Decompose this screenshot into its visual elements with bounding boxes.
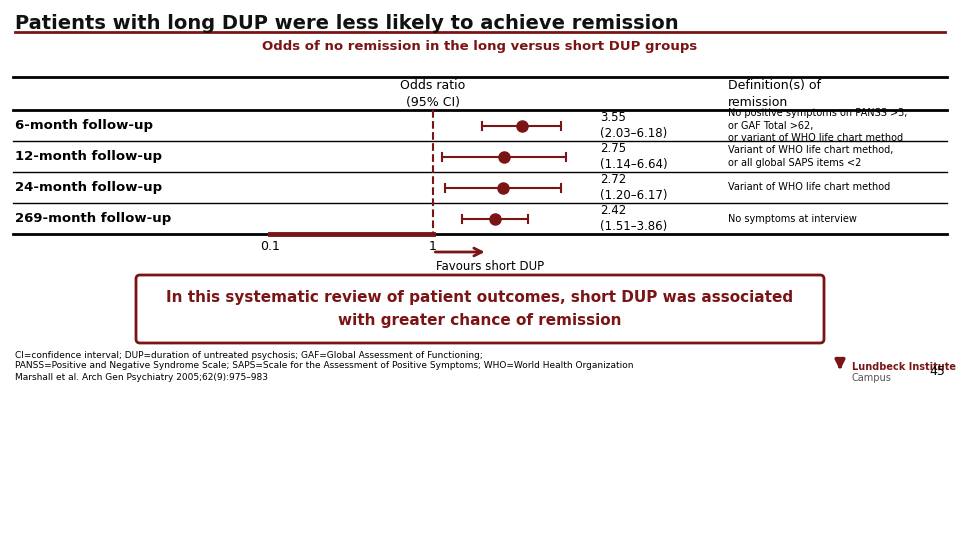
Text: Favours short DUP: Favours short DUP: [436, 260, 543, 273]
Text: 45: 45: [929, 365, 945, 378]
Text: No symptoms at interview: No symptoms at interview: [728, 213, 857, 224]
Text: 2.75
(1.14–6.64): 2.75 (1.14–6.64): [600, 142, 667, 171]
Text: 1: 1: [428, 240, 437, 253]
Text: 2.42
(1.51–3.86): 2.42 (1.51–3.86): [600, 204, 667, 233]
Text: CI=confidence interval; DUP=duration of untreated psychosis; GAF=Global Assessme: CI=confidence interval; DUP=duration of …: [15, 351, 483, 360]
Text: In this systematic review of patient outcomes, short DUP was associated
with gre: In this systematic review of patient out…: [166, 291, 794, 328]
Text: 3.55
(2.03–6.18): 3.55 (2.03–6.18): [600, 111, 667, 140]
Text: 2.72
(1.20–6.17): 2.72 (1.20–6.17): [600, 173, 667, 202]
Text: Definition(s) of
remission: Definition(s) of remission: [728, 79, 821, 109]
Text: 0.1: 0.1: [260, 240, 280, 253]
Text: Variant of WHO life chart method,
or all global SAPS items <2: Variant of WHO life chart method, or all…: [728, 145, 894, 168]
Text: Marshall et al. Arch Gen Psychiatry 2005;62(9):975–983: Marshall et al. Arch Gen Psychiatry 2005…: [15, 373, 268, 382]
Text: Campus: Campus: [852, 373, 892, 383]
Text: Lundbeck Institute: Lundbeck Institute: [852, 362, 956, 372]
Text: Variant of WHO life chart method: Variant of WHO life chart method: [728, 183, 890, 192]
Text: 24-month follow-up: 24-month follow-up: [15, 181, 162, 194]
Text: No positive symptoms on PANSS >3,
or GAF Total >62,
or variant of WHO life chart: No positive symptoms on PANSS >3, or GAF…: [728, 108, 907, 143]
Text: PANSS=Positive and Negative Syndrome Scale; SAPS=Scale for the Assessment of Pos: PANSS=Positive and Negative Syndrome Sca…: [15, 361, 634, 370]
FancyBboxPatch shape: [136, 275, 824, 343]
Text: 6-month follow-up: 6-month follow-up: [15, 119, 153, 132]
Text: 12-month follow-up: 12-month follow-up: [15, 150, 162, 163]
Text: Odds ratio
(95% CI): Odds ratio (95% CI): [400, 79, 466, 109]
Text: Patients with long DUP were less likely to achieve remission: Patients with long DUP were less likely …: [15, 14, 679, 33]
Text: 269-month follow-up: 269-month follow-up: [15, 212, 171, 225]
Text: Odds of no remission in the long versus short DUP groups: Odds of no remission in the long versus …: [262, 40, 698, 53]
